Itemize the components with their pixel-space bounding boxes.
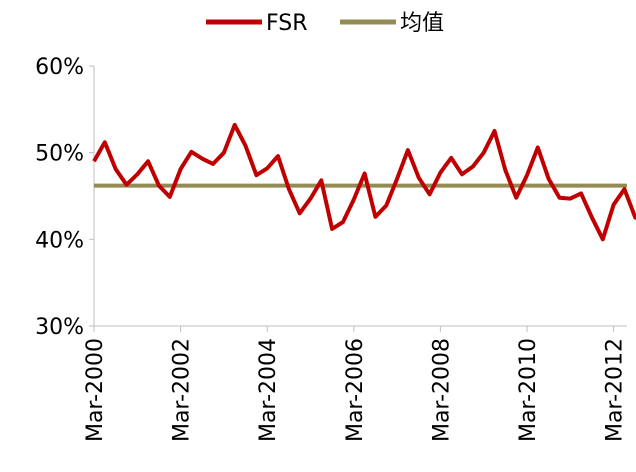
plot-area xyxy=(92,122,636,242)
x-tick-label: Mar-2006 xyxy=(343,338,368,442)
legend: FSR 均值 xyxy=(206,11,444,36)
x-tick-label: Mar-2008 xyxy=(429,338,454,442)
y-tick-label: 60% xyxy=(35,55,84,80)
x-tick-label: Mar-2012 xyxy=(603,338,628,442)
x-tick-label: Mar-2004 xyxy=(256,338,281,442)
legend-label-average: 均值 xyxy=(400,11,444,36)
x-tick-label: Mar-2000 xyxy=(83,338,108,442)
y-axis: 30% 40% 50% 60% xyxy=(35,55,95,340)
legend-label-fsr: FSR xyxy=(266,11,308,36)
x-tick-label: Mar-2010 xyxy=(516,338,541,442)
y-tick-label: 50% xyxy=(35,142,84,167)
series-line-fsr xyxy=(92,122,636,242)
y-tick-label: 30% xyxy=(35,315,84,340)
x-tick-label: Mar-2002 xyxy=(170,338,195,442)
y-tick-label: 40% xyxy=(35,228,84,253)
x-axis: Mar-2000 Mar-2002 Mar-2004 Mar-2006 Mar-2008… xyxy=(83,325,628,442)
